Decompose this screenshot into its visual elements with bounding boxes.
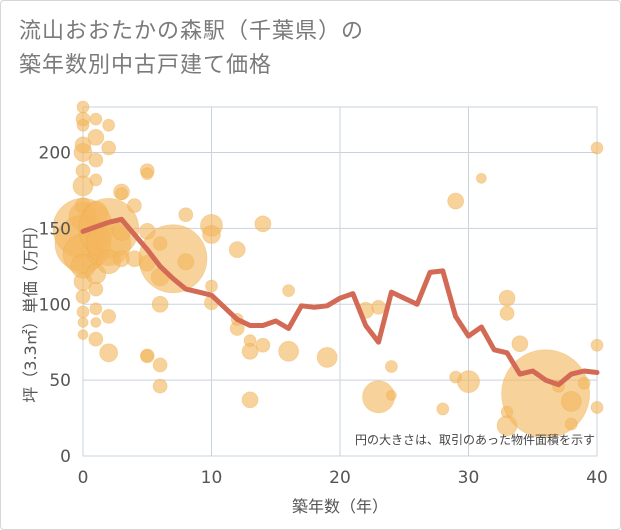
- bubble-point: [384, 360, 398, 373]
- bubble-point: [475, 172, 487, 184]
- bubble-point: [447, 192, 465, 210]
- bubble-point: [178, 207, 194, 223]
- bubble-point: [140, 167, 154, 181]
- bubble-point: [152, 378, 168, 394]
- bubble-point: [76, 118, 90, 132]
- chart-title-line-1: 流山おおたかの森駅（千葉県）の: [19, 19, 365, 44]
- bubble-point: [228, 241, 246, 259]
- bubble-point: [255, 337, 271, 353]
- x-axis-title: 築年数（年）: [292, 497, 388, 516]
- bubble-point: [90, 317, 102, 328]
- bubble-point: [241, 391, 259, 409]
- bubble-point: [88, 331, 104, 347]
- bubble-point: [457, 370, 480, 394]
- bubble-point: [278, 340, 300, 362]
- y-axis-title: 坪（3.3㎡）単価（万円）: [21, 217, 40, 402]
- bubble-point: [88, 281, 104, 297]
- bubble-point: [115, 187, 128, 200]
- bubble-point: [99, 343, 119, 363]
- bubble-point: [385, 389, 397, 401]
- bubble-point: [151, 295, 169, 313]
- bubble-point: [89, 112, 103, 126]
- y-tick-label: 50: [49, 371, 71, 391]
- bubble-point: [202, 225, 221, 244]
- bubble-point: [101, 308, 117, 324]
- bubble-point: [102, 118, 116, 132]
- x-tick-label: 30: [458, 468, 480, 488]
- bubble-series: [52, 100, 604, 439]
- grid-lines: [82, 106, 598, 457]
- bubble-point: [498, 289, 516, 307]
- bubble-point: [87, 128, 105, 146]
- bubble-point: [282, 284, 296, 298]
- trend-line: [80, 216, 600, 388]
- bubble-point: [72, 175, 94, 197]
- bubble-point: [77, 317, 89, 328]
- bubble-point: [564, 417, 578, 431]
- bubble-point: [126, 198, 142, 214]
- bubble-point: [241, 342, 259, 360]
- chart-title-line-2: 築年数別中古戸建て価格: [19, 53, 273, 78]
- bubble-point: [499, 305, 515, 321]
- bubble-point: [89, 302, 103, 316]
- x-tick-label: 10: [201, 468, 223, 488]
- x-tick-label: 20: [329, 468, 351, 488]
- bubble-point: [511, 335, 529, 353]
- bubble-point: [590, 401, 604, 414]
- bubble-point: [140, 349, 154, 363]
- axes: 0 10 20 30 40 0 50 100 150 200: [39, 144, 608, 488]
- y-tick-label: 0: [60, 447, 71, 467]
- bubble-point: [254, 215, 272, 233]
- y-tick-label: 200: [39, 144, 71, 164]
- chart-title: 流山おおたかの森駅（千葉県）の 築年数別中古戸建て価格: [19, 15, 364, 83]
- bubble-point: [76, 305, 90, 319]
- bubble-point: [77, 329, 89, 341]
- bubble-point: [152, 357, 168, 373]
- bubble-point: [101, 140, 117, 156]
- bubble-point: [88, 152, 104, 168]
- y-tick-label: 150: [39, 219, 71, 239]
- bubble-point: [89, 173, 103, 187]
- bubble-point: [590, 141, 604, 155]
- bubble-point: [436, 402, 450, 416]
- bubble-point: [577, 376, 591, 390]
- bubble-point: [73, 143, 93, 162]
- y-tick-label: 100: [39, 295, 71, 315]
- bubble-point: [76, 100, 90, 114]
- bubble-point: [75, 289, 91, 305]
- bubble-point: [560, 390, 582, 412]
- bubble-point: [205, 279, 218, 293]
- bubble-point: [590, 338, 604, 352]
- bubble-point: [371, 299, 386, 315]
- bubble-point: [316, 346, 338, 368]
- size-legend-note: 円の大きさは、取引のあった物件面積を示す: [355, 432, 595, 447]
- x-tick-label: 40: [586, 468, 608, 488]
- bubble-point: [138, 224, 208, 294]
- x-tick-label: 0: [78, 468, 89, 488]
- bubble-point: [177, 253, 195, 271]
